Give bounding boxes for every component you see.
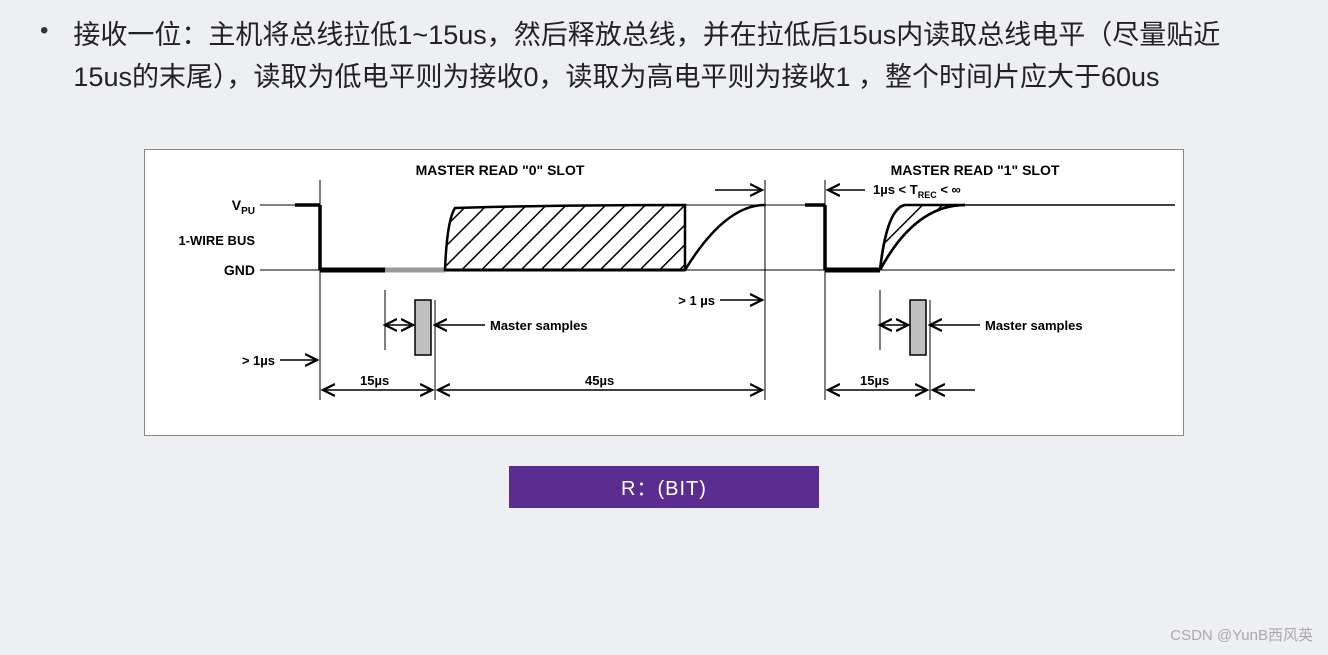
gap-gt1us: > 1 µs (678, 293, 715, 308)
header-slot1: MASTER READ "1" SLOT (891, 162, 1060, 178)
slot1-15us: 15µs (860, 373, 889, 388)
slot0-15us: 15µs (360, 373, 389, 388)
bullet-marker: • (40, 15, 48, 47)
slot0-gt1us-left: > 1µs (242, 353, 275, 368)
bit-button[interactable]: R：(BIT) (509, 466, 819, 508)
watermark: CSDN @YunB西风英 (1170, 624, 1313, 645)
header-slot0: MASTER READ "0" SLOT (416, 162, 585, 178)
timing-svg: MASTER READ "0" SLOT MASTER READ "1" SLO… (145, 150, 1185, 430)
slot0-hatch (445, 205, 685, 270)
slot0-rise (685, 205, 765, 270)
trec-label: 1µs < TREC < ∞ (873, 182, 961, 200)
bullet-text: 接收一位：主机将总线拉低1~15us，然后释放总线，并在拉低后15us内读取总线… (73, 15, 1253, 99)
slot0-master-samples: Master samples (490, 318, 588, 333)
slot1-master-samples: Master samples (985, 318, 1083, 333)
slot0-45us: 45µs (585, 373, 614, 388)
label-bus: 1-WIRE BUS (178, 233, 255, 248)
bullet-item: • 接收一位：主机将总线拉低1~15us，然后释放总线，并在拉低后15us内读取… (20, 15, 1308, 99)
label-vpu: VPU (232, 197, 255, 217)
bit-button-label: R：(BIT) (621, 472, 707, 501)
timing-diagram: MASTER READ "0" SLOT MASTER READ "1" SLO… (144, 149, 1184, 436)
label-gnd: GND (224, 262, 255, 278)
slot1-sample-box (910, 300, 926, 355)
slot0-sample-box (415, 300, 431, 355)
